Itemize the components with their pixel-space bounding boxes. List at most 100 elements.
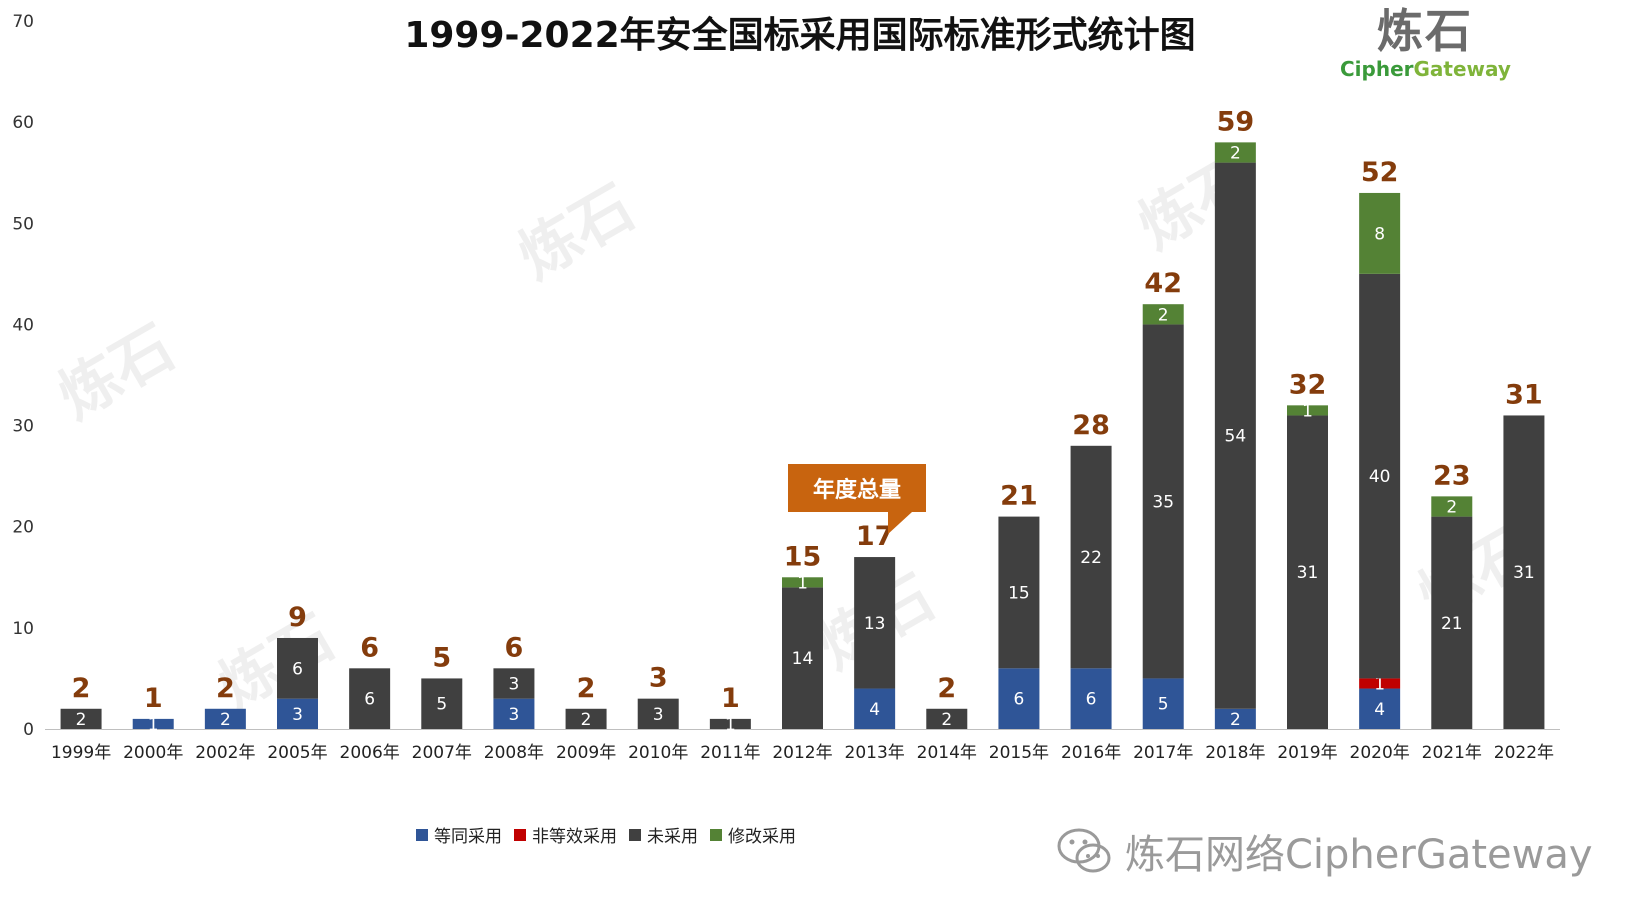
bar-segment <box>1431 496 1473 517</box>
bar-segment <box>998 668 1040 729</box>
segment-data-label: 2 <box>941 710 952 730</box>
total-label: 9 <box>288 602 307 633</box>
total-label: 1 <box>721 683 740 714</box>
segment-data-label: 2 <box>581 710 592 730</box>
bar-segment <box>1359 273 1401 679</box>
bar-segment <box>1070 668 1112 729</box>
x-category-label: 2016年 <box>1061 743 1121 763</box>
x-category-label: 2018年 <box>1205 743 1265 763</box>
x-category-label: 2002年 <box>195 743 255 763</box>
y-tick-label: 10 <box>12 619 34 639</box>
x-category-label: 2011年 <box>700 743 760 763</box>
segment-data-label: 8 <box>1374 224 1385 244</box>
segment-data-label: 4 <box>1374 700 1385 720</box>
legend-swatch <box>416 828 428 841</box>
y-tick-label: 20 <box>12 518 34 538</box>
legend-swatch <box>710 828 722 841</box>
chart-legend: 等同采用 非等效采用 未采用 修改采用 <box>0 822 1422 847</box>
bar-segment <box>1214 142 1256 163</box>
segment-data-label: 6 <box>364 690 375 710</box>
total-label: 21 <box>1000 481 1038 512</box>
total-label: 1 <box>144 683 163 714</box>
segment-data-label: 6 <box>1086 690 1097 710</box>
total-label: 23 <box>1433 460 1471 491</box>
total-label: 6 <box>360 632 379 663</box>
total-label: 5 <box>432 642 451 673</box>
annual-total-callout: 年度总量 <box>788 464 926 512</box>
segment-data-label: 3 <box>509 705 520 725</box>
footer-text: 炼石网络CipherGateway <box>1125 832 1593 878</box>
x-category-label: 2012年 <box>772 743 832 763</box>
x-category-label: 2014年 <box>917 743 977 763</box>
x-category-label: 2021年 <box>1422 743 1482 763</box>
segment-data-label: 31 <box>1513 563 1535 583</box>
segment-data-label: 40 <box>1369 467 1391 487</box>
segment-data-label: 2 <box>1230 710 1241 730</box>
y-tick-label: 50 <box>12 214 34 234</box>
bar-segment <box>132 718 174 729</box>
x-category-label: 2017年 <box>1133 743 1193 763</box>
segment-data-label: 2 <box>1446 497 1457 517</box>
total-label: 59 <box>1217 106 1255 137</box>
x-category-label: 2007年 <box>412 743 472 763</box>
bar-segment <box>349 668 391 729</box>
bar-segment <box>1142 324 1184 679</box>
segment-data-label: 31 <box>1297 563 1319 583</box>
segment-data-label: 14 <box>792 649 814 669</box>
callout-pointer <box>888 512 912 534</box>
segment-data-label: 6 <box>1014 690 1025 710</box>
footer-watermark: 炼石网络CipherGateway <box>1055 822 1593 880</box>
y-tick-label: 60 <box>12 113 34 133</box>
total-label: 2 <box>937 673 956 704</box>
bar-segment <box>1142 678 1184 729</box>
bar-segment <box>1431 516 1473 729</box>
logo-en-part1: Cipher <box>1340 57 1414 81</box>
bar-segment <box>637 698 679 729</box>
total-label: 6 <box>505 632 524 663</box>
bar-segment <box>565 708 607 729</box>
x-category-label: 2005年 <box>267 743 327 763</box>
legend-item: 等同采用 <box>416 822 502 847</box>
segment-data-label: 4 <box>869 700 880 720</box>
x-category-label: 2013年 <box>845 743 905 763</box>
segment-data-label: 6 <box>292 659 303 679</box>
bar-segment <box>204 708 246 729</box>
x-category-label: 2020年 <box>1350 743 1410 763</box>
bar-segment <box>421 678 463 729</box>
segment-data-label: 1 <box>1302 401 1313 421</box>
x-category-label: 2008年 <box>484 743 544 763</box>
bar-segment <box>1359 192 1401 274</box>
total-label: 52 <box>1361 157 1399 188</box>
legend-item: 非等效采用 <box>514 822 617 847</box>
bar-segment <box>709 718 751 729</box>
x-category-label: 2006年 <box>340 743 400 763</box>
x-category-label: 2019年 <box>1277 743 1337 763</box>
bar-segment <box>1287 415 1328 729</box>
bar-segment <box>1287 405 1328 416</box>
brand-logo: 炼石 CipherGateway <box>1340 4 1511 81</box>
logo-cn-text: 炼石 <box>1377 4 1473 58</box>
x-category-label: 2009年 <box>556 743 616 763</box>
bar-segment <box>782 577 823 588</box>
total-label: 3 <box>649 663 668 694</box>
segment-data-label: 15 <box>1008 583 1030 603</box>
bar-segment <box>998 516 1040 669</box>
wechat-icon <box>1057 828 1111 873</box>
bar-segment <box>60 708 102 729</box>
segment-data-label: 5 <box>436 695 447 715</box>
legend-item: 未采用 <box>629 822 698 847</box>
x-category-label: 2015年 <box>989 743 1049 763</box>
x-category-label: 1999年 <box>51 743 111 763</box>
x-category-label: 2000年 <box>123 743 183 763</box>
segment-data-label: 3 <box>653 705 664 725</box>
bar-segment <box>277 698 318 729</box>
segment-data-label: 1 <box>797 573 808 593</box>
bar-segment <box>854 688 896 729</box>
segment-data-label: 1 <box>1374 674 1385 694</box>
y-tick-label: 70 <box>12 12 34 32</box>
bar-segment <box>1142 304 1184 325</box>
total-label: 42 <box>1144 268 1182 299</box>
total-label: 2 <box>72 673 91 704</box>
legend-item: 修改采用 <box>710 822 796 847</box>
legend-label: 等同采用 <box>434 827 502 847</box>
